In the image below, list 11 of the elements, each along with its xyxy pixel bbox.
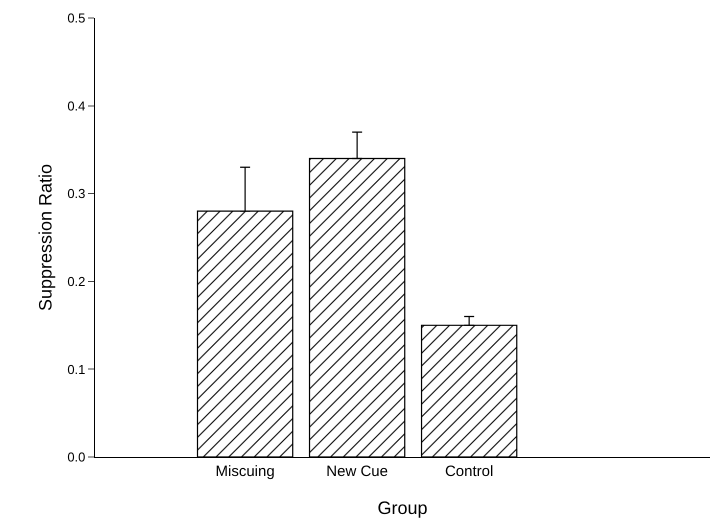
y-tick-label: 0.5 <box>67 10 86 26</box>
y-tick-label: 0.0 <box>67 450 86 465</box>
y-axis-title: Suppression Ratio <box>36 164 56 312</box>
y-tick-label: 0.4 <box>67 98 86 114</box>
y-tick-label: 0.2 <box>67 274 86 289</box>
x-axis-title: Group <box>377 498 428 518</box>
x-tick-label: New Cue <box>326 463 388 480</box>
x-tick-label: Miscuing <box>216 463 275 480</box>
y-tick-label: 0.3 <box>67 186 86 202</box>
x-tick-label: Control <box>444 463 494 480</box>
y-tick-label: 0.1 <box>67 362 86 377</box>
